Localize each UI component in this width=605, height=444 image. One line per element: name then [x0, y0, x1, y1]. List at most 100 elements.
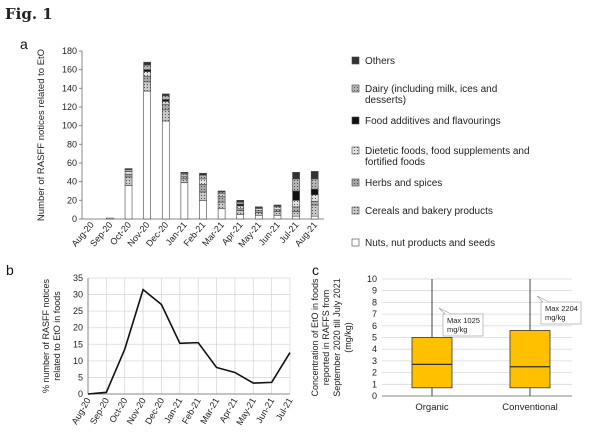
legend-label-others: Others — [365, 56, 395, 67]
y-tick-label-a: 80 — [67, 139, 77, 149]
bar-dairy-including-milk-ices-and-desserts-jul-21 — [292, 178, 300, 192]
bar-dietetic-foods-food-supplements-and-fortified-foods-feb-21 — [199, 178, 207, 185]
legend-label-dietetic-foods-food-supplements-and-fortified-foods: Dietetic foods, food supplements and fort… — [365, 146, 530, 168]
x-tick-label-b: Apr-21 — [217, 396, 239, 424]
y-tick-label-a: 160 — [62, 65, 77, 75]
x-tick-label-b: Jun-21 — [254, 396, 276, 425]
bar-others-may-21 — [255, 206, 263, 209]
box-conventional — [509, 330, 551, 389]
x-tick-label-b: Dec-20 — [143, 396, 166, 426]
y-tick-label-a: 40 — [67, 177, 77, 187]
bar-others-jun-21 — [273, 204, 282, 207]
legend-label-cereals-and-bakery-products: Cereals and bakery products — [365, 206, 493, 217]
y-tick-label-a: 60 — [67, 158, 77, 168]
bar-herbs-and-spices-feb-21 — [199, 184, 207, 193]
y-tick-label-b: 20 — [73, 323, 83, 333]
legend-swatch-herbs-and-spices — [351, 178, 360, 187]
bar-herbs-and-spices-nov-20 — [143, 75, 151, 83]
bar-herbs-and-spices-aug-21 — [310, 200, 319, 206]
y-tick-label-a: 100 — [62, 121, 77, 131]
x-tick-label-b: Feb-21 — [180, 396, 203, 426]
bar-dairy-including-milk-ices-and-desserts-feb-21 — [199, 174, 207, 180]
bar-dietetic-foods-food-supplements-and-fortified-foods-apr-21 — [236, 205, 245, 210]
series-line-b — [87, 288, 291, 395]
annotation-conventional: Max 2204 mg/kg — [536, 295, 582, 325]
bar-cereals-and-bakery-products-jan-21 — [180, 178, 189, 183]
bar-herbs-and-spices-jul-21 — [292, 206, 300, 212]
y-tick-label-c: 7 — [372, 309, 377, 319]
bar-dietetic-foods-food-supplements-and-fortified-foods-jul-21 — [292, 200, 300, 208]
y-axis-title-a: Number of RASFF notices related to EtO — [36, 49, 47, 221]
bar-nuts-nut-products-and-seeds-may-21 — [255, 214, 263, 220]
bar-others-mar-21 — [217, 190, 226, 193]
y-tick-label-c: 10 — [367, 274, 377, 284]
y-tick-label-b: 10 — [73, 356, 83, 366]
bar-nuts-nut-products-and-seeds-mar-21 — [217, 208, 226, 220]
panel-label-b: b — [6, 262, 14, 278]
annotation-pointer-organic — [438, 307, 452, 315]
panel-label-a: a — [20, 36, 28, 52]
bar-others-aug-21 — [310, 171, 319, 180]
bar-others-jan-21 — [180, 172, 189, 174]
legend-swatch-nuts-nut-products-and-seeds — [351, 238, 360, 247]
bar-dairy-including-milk-ices-and-desserts-aug-21 — [310, 178, 319, 190]
y-tick-label-b: 0 — [78, 389, 83, 399]
bar-others-apr-21 — [236, 200, 245, 203]
x-tick-label-b: Oct-20 — [107, 396, 129, 424]
bar-others-oct-20 — [124, 168, 133, 170]
y-tick-label-a: 180 — [62, 46, 77, 56]
bar-nuts-nut-products-and-seeds-feb-21 — [199, 200, 207, 220]
y-tick-label-c: 4 — [372, 344, 377, 354]
bar-dietetic-foods-food-supplements-and-fortified-foods-nov-20 — [143, 71, 151, 77]
panel-label-c: c — [312, 262, 319, 278]
bar-food-additives-and-flavourings-aug-21 — [310, 188, 319, 196]
y-tick-label-c: 6 — [372, 321, 377, 331]
bar-others-dec-20 — [161, 93, 170, 97]
x-tick-label-c: Organic — [415, 402, 449, 413]
bar-dietetic-foods-food-supplements-and-fortified-foods-oct-20 — [124, 171, 133, 175]
bar-cereals-and-bakery-products-feb-21 — [199, 191, 207, 201]
legend-label-dairy-including-milk-ices-and-desserts: Dairy (including milk, ices and desserts) — [365, 84, 497, 106]
bar-dietetic-foods-food-supplements-and-fortified-foods-dec-20 — [161, 101, 170, 105]
bar-dairy-including-milk-ices-and-desserts-dec-20 — [161, 95, 170, 100]
bar-dairy-including-milk-ices-and-desserts-nov-20 — [143, 64, 151, 70]
x-tick-label-b: Mar-21 — [198, 396, 221, 426]
y-tick-label-a: 140 — [62, 83, 77, 93]
y-axis-title-c: Concentration of EtO in foodsreported in… — [310, 278, 353, 397]
y-tick-label-b: 5 — [78, 372, 83, 382]
annotation-text-conventional: Max 2204 mg/kg — [545, 304, 578, 322]
annotation-text-organic: Max 1025 mg/kg — [447, 316, 480, 334]
bar-cereals-and-bakery-products-apr-21 — [236, 210, 245, 215]
y-tick-label-b: 25 — [73, 306, 83, 316]
bar-nuts-nut-products-and-seeds-apr-21 — [236, 214, 245, 220]
x-tick-label-b: Jan-21 — [162, 396, 184, 425]
chart-a-stacked-bar: 0 20 40 60 80 100 120 140 160 180 Number of RASFF … — [36, 46, 530, 249]
bar-cereals-and-bakery-products-mar-21 — [217, 201, 226, 210]
bar-cereals-and-bakery-products-nov-20 — [143, 81, 151, 92]
bar-nuts-nut-products-and-seeds-nov-20 — [143, 90, 151, 220]
y-tick-label-c: 5 — [372, 333, 377, 343]
y-tick-label-b: 15 — [73, 339, 83, 349]
x-tick-label-b: May-21 — [234, 396, 258, 427]
legend-label-nuts-nut-products-and-seeds: Nuts, nut products and seeds — [365, 238, 495, 249]
x-tick-label-c: Conventional — [502, 402, 557, 413]
bar-others-nov-20 — [143, 61, 151, 66]
x-tick-label-b: Jul-21 — [274, 396, 295, 422]
y-tick-label-a: 0 — [72, 214, 77, 224]
annotation-organic: Max 1025 mg/kg — [438, 307, 484, 337]
y-tick-label-c: 0 — [372, 391, 377, 401]
bar-nuts-nut-products-and-seeds-oct-20 — [124, 185, 133, 220]
legend-swatch-dairy-including-milk-ices-and-desserts — [351, 84, 360, 93]
figure-title: Fig. 1 — [5, 5, 53, 23]
y-tick-label-b: 30 — [73, 290, 83, 300]
legend-swatch-cereals-and-bakery-products — [351, 206, 360, 215]
annotation-box-conventional — [540, 301, 582, 325]
legend-label-food-additives-and-flavourings: Food additives and flavourings — [365, 116, 501, 127]
bar-cereals-and-bakery-products-aug-21 — [310, 204, 319, 217]
annotation-box-organic — [442, 313, 484, 337]
bar-nuts-nut-products-and-seeds-jul-21 — [292, 215, 300, 220]
bar-dietetic-foods-food-supplements-and-fortified-foods-aug-21 — [310, 194, 319, 202]
bar-cereals-and-bakery-products-oct-20 — [124, 176, 133, 186]
bar-dietetic-foods-food-supplements-and-fortified-foods-mar-21 — [217, 193, 226, 197]
bar-nuts-nut-products-and-seeds-dec-20 — [161, 120, 170, 220]
